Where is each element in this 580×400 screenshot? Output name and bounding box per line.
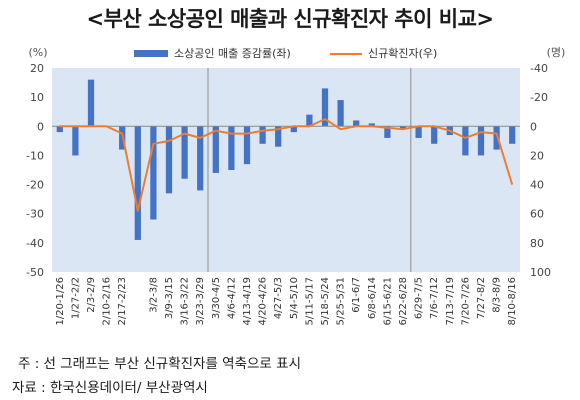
bar xyxy=(399,126,407,130)
x-tick-label: 7/27-8/2 xyxy=(476,277,487,319)
x-tick-label: 1/20-1/26 xyxy=(55,277,66,326)
x-tick-label: 6/22-6/28 xyxy=(398,277,409,326)
x-tick-label: 2/10-2/16 xyxy=(102,277,113,326)
right-tick-label: 80 xyxy=(530,237,544,250)
series-line xyxy=(59,118,514,212)
right-tick-label: 100 xyxy=(530,266,551,279)
bar xyxy=(165,126,173,194)
x-tick-label: 4/6-4/12 xyxy=(226,277,237,319)
bar xyxy=(353,120,360,127)
left-tick-label: -50 xyxy=(26,266,44,279)
legend-bar-label: 소상공인 매출 증감률(좌) xyxy=(174,47,291,60)
footnote: 주 : 선 그래프는 부산 신규확진자를 역축으로 표시 xyxy=(18,356,301,372)
legend-bar-swatch xyxy=(134,50,168,57)
x-tick-label: 7/20-7/26 xyxy=(460,277,471,326)
x-tick-label: 7/13-7/19 xyxy=(445,277,456,326)
bar xyxy=(150,126,157,220)
x-tick-label: 1/27-2/2 xyxy=(70,277,81,319)
x-tick-label: 8/10-8/16 xyxy=(507,277,518,326)
x-tick-label: 5/25-5/31 xyxy=(336,277,347,326)
bar xyxy=(462,126,469,156)
x-tick-label: 2/17-2/23 xyxy=(117,277,128,326)
left-tick-label: 0 xyxy=(37,120,44,133)
x-tick-label: 5/18-5/24 xyxy=(320,277,331,326)
left-tick-label: 20 xyxy=(30,62,44,75)
bar xyxy=(275,126,282,147)
x-tick-label: 6/29-7/5 xyxy=(414,277,425,319)
left-axis-unit: (%) xyxy=(28,46,47,59)
left-tick-label: -20 xyxy=(26,179,44,192)
plot-area xyxy=(52,68,520,272)
right-tick-label: 0 xyxy=(530,120,537,133)
bar xyxy=(384,126,391,138)
bar xyxy=(87,79,95,127)
bar xyxy=(56,126,63,133)
legend-line-label: 신규확진자(우) xyxy=(368,47,437,60)
bar xyxy=(243,126,251,165)
bar xyxy=(306,114,313,127)
x-tick-label: 2/3-2/9 xyxy=(86,277,97,313)
bar xyxy=(212,126,219,173)
bar xyxy=(337,100,344,127)
bar xyxy=(368,123,375,127)
chart: (%) (명) 소상공인 매출 증감률(좌) 신규확진자(우) 20100-10… xyxy=(26,46,566,326)
left-tick-label: -40 xyxy=(26,237,44,250)
bar xyxy=(509,126,516,144)
x-tick-label: 8/3-8/9 xyxy=(492,277,503,313)
bar xyxy=(415,126,422,138)
legend: 소상공인 매출 증감률(좌) 신규확진자(우) xyxy=(134,47,437,60)
bar xyxy=(493,126,500,150)
right-tick-label: 60 xyxy=(530,208,544,221)
x-tick-label: 4/27-5/3 xyxy=(273,277,284,319)
x-tick-label: 3/30-4/5 xyxy=(211,277,222,319)
x-tick-label: 6/15-6/21 xyxy=(382,277,393,326)
x-tick-label: 6/8-6/14 xyxy=(367,277,378,319)
x-tick-label: 3/2-3/8 xyxy=(148,277,159,313)
right-tick-label: -40 xyxy=(530,62,548,75)
right-tick-label: 40 xyxy=(530,179,544,192)
bar xyxy=(72,126,79,156)
right-tick-label: 20 xyxy=(530,149,544,162)
bar xyxy=(134,126,141,240)
x-tick-label: 6/1-6/7 xyxy=(351,277,362,313)
bar xyxy=(431,126,438,144)
bar xyxy=(477,126,485,156)
bar xyxy=(181,126,188,179)
bar xyxy=(228,126,235,170)
bar xyxy=(197,126,204,191)
x-tick-label: 3/16-3/22 xyxy=(180,277,191,326)
left-tick-label: -10 xyxy=(26,149,44,162)
x-tick-label: 5/11-5/17 xyxy=(304,277,315,326)
bar xyxy=(290,126,297,133)
bar xyxy=(321,88,329,127)
x-tick-label: 7/6-7/12 xyxy=(429,277,440,319)
x-tick-label: 4/13-4/19 xyxy=(242,277,253,326)
x-tick-label: 3/9-3/15 xyxy=(164,277,175,319)
right-axis-unit: (명) xyxy=(547,46,566,59)
source-note: 자료 : 한국신용데이터/ 부산광역시 xyxy=(12,380,208,396)
right-tick-label: -20 xyxy=(530,91,548,104)
chart-title: <부산 소상공인 매출과 신규확진자 추이 비교> xyxy=(86,7,494,31)
left-tick-label: 10 xyxy=(30,91,44,104)
x-tick-label: 5/4-5/10 xyxy=(289,277,300,319)
x-tick-label: 3/23-3/29 xyxy=(195,277,206,326)
bar xyxy=(259,126,266,144)
x-tick-label: 4/20-4/26 xyxy=(258,277,269,326)
left-tick-label: -30 xyxy=(26,208,44,221)
